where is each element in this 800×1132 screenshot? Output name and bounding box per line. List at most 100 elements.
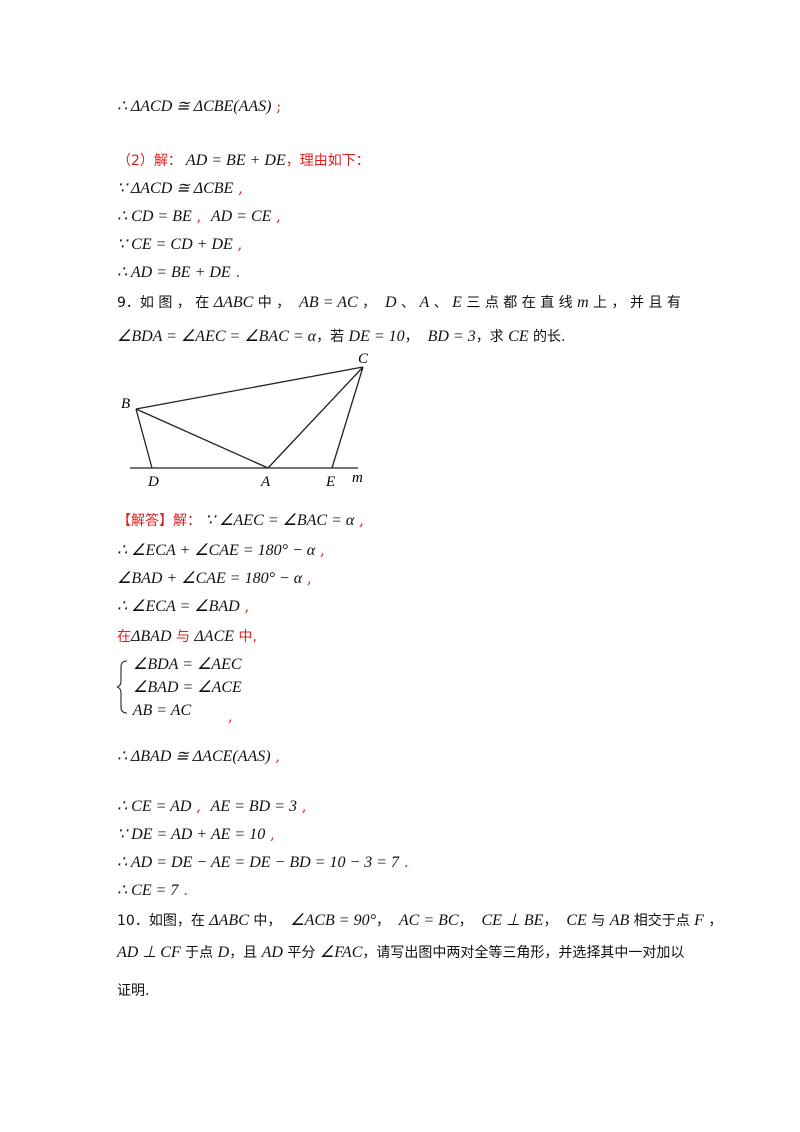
text-segment: ,: [191, 797, 211, 815]
text-line: （2）解： AD = BE + DE，理由如下：: [117, 150, 370, 171]
text-segment: 10．如图，在: [117, 913, 210, 929]
text-segment: ∠BDA = ∠AEC: [125, 656, 242, 673]
text-segment: 、: [396, 295, 420, 311]
text-segment: ∴ ∠ECA + ∠CAE = 180° − α: [117, 542, 316, 559]
text-segment: AB = AC: [299, 294, 358, 311]
text-segment: ，: [458, 913, 482, 929]
text-segment: ,: [271, 207, 281, 225]
label-c: C: [358, 351, 369, 367]
text-segment: 上 ， 并 且 有: [588, 295, 681, 311]
text-segment: ∵ ΔACD ≅ ΔCBE: [117, 180, 234, 197]
text-line: 9．如 图 ， 在 ΔABC 中 ， AB = AC ， D 、 A 、 E 三…: [117, 292, 681, 313]
text-segment: AB: [609, 912, 630, 929]
label-e: E: [325, 474, 335, 490]
text-segment: E: [452, 294, 462, 311]
text-segment: 与: [171, 629, 195, 645]
text-line: 【解答】解： ∵ ∠AEC = ∠BAC = α ,: [117, 510, 364, 531]
label-m: m: [352, 470, 363, 486]
text-line: ,: [228, 706, 233, 726]
text-line: ∵ DE = AD + AE = 10 ,: [117, 824, 275, 845]
text-segment: ∵ CE = CD + DE: [117, 236, 233, 253]
text-line: ∴ AD = BE + DE .: [117, 262, 240, 283]
text-segment: 于点: [180, 945, 218, 961]
text-segment: AB = AC: [125, 702, 192, 719]
text-line: ∴ CD = BE , AD = CE ,: [117, 206, 281, 227]
label-b: B: [121, 396, 130, 412]
text-segment: 9．如 图 ， 在: [117, 295, 214, 311]
text-segment: m: [577, 294, 589, 311]
text-segment: ΔABC: [209, 912, 249, 929]
text-line: ∵ CE = CD + DE ,: [117, 234, 242, 255]
text-segment: D: [385, 294, 397, 311]
text-segment: ΔACE: [194, 628, 235, 645]
text-segment: ;: [271, 97, 282, 115]
text-segment: ∵ DE = AD + AE = 10: [117, 826, 266, 843]
text-segment: F: [694, 912, 704, 929]
text-segment: AD = BE + DE: [181, 152, 286, 169]
text-line: ∠BAD = ∠ACE: [125, 677, 242, 698]
text-segment: D: [217, 944, 230, 961]
text-segment: ∴ AD = DE − AE = DE − BD = 10 − 3 = 7: [117, 854, 400, 871]
text-segment: ,: [354, 511, 364, 529]
text-segment: ，: [357, 295, 385, 311]
text-segment: 与: [586, 913, 610, 929]
text-segment: BD = 3: [427, 328, 476, 345]
text-segment: 中 ，: [253, 295, 300, 311]
text-line: 证明.: [117, 980, 149, 1001]
text-segment: ∠ACB = 90°: [290, 912, 376, 929]
text-segment: ∵ ∠AEC = ∠BAC = α: [201, 512, 355, 529]
text-segment: ，理由如下：: [285, 153, 370, 169]
segment-bc: [135, 366, 364, 410]
text-segment: （2）解：: [117, 153, 182, 169]
text-segment: CE: [508, 328, 529, 345]
segment-ba: [135, 408, 269, 469]
text-segment: 中，: [248, 913, 291, 929]
text-segment: ,: [265, 825, 275, 843]
text-segment: .: [399, 853, 409, 871]
text-segment: 相交于点: [629, 913, 695, 929]
text-segment: ∠BAD = ∠ACE: [125, 679, 242, 696]
text-segment: AC = BC: [398, 912, 459, 929]
text-segment: 平分: [282, 945, 320, 961]
text-segment: AD = CE: [210, 208, 272, 225]
text-segment: 【解答】解：: [117, 513, 201, 529]
text-line: ∴ ∠ECA = ∠BAD ,: [117, 596, 249, 617]
text-segment: ,: [315, 541, 325, 559]
segment-bd: [135, 408, 153, 469]
text-segment: ,: [232, 235, 243, 253]
text-line: 10．如图，在 ΔABC 中， ∠ACB = 90°， AC = BC， CE …: [117, 910, 722, 931]
label-a: A: [260, 474, 271, 490]
text-segment: 在: [117, 629, 131, 645]
text-segment: ∴ AD = BE + DE: [117, 264, 231, 281]
text-line: AB = AC: [125, 700, 192, 721]
text-segment: ∠FAC: [319, 944, 363, 961]
segment-ca: [267, 366, 364, 469]
text-segment: ，: [376, 913, 399, 929]
text-segment: ∴ ΔBAD ≅ ΔACE(AAS): [117, 748, 271, 765]
text-line: ∴ ΔACD ≅ ΔCBE(AAS) ;: [117, 96, 281, 117]
text-segment: 三 点 都 在 直 线: [461, 295, 578, 311]
text-segment: AD: [261, 944, 283, 961]
text-segment: A: [419, 294, 430, 311]
text-segment: 的长.: [528, 329, 566, 345]
text-segment: ，若: [316, 329, 349, 345]
text-segment: .: [178, 881, 188, 899]
text-line: ∴ ∠ECA + ∠CAE = 180° − α ,: [117, 540, 325, 561]
text-segment: CE ⊥ BE: [481, 912, 544, 929]
text-segment: ∴ CD = BE: [117, 208, 192, 225]
text-segment: CE: [566, 912, 587, 929]
text-segment: ∠BAD + ∠CAE = 180° − α: [117, 570, 303, 587]
text-segment: ,: [233, 179, 243, 197]
text-segment: ,: [239, 597, 250, 615]
text-segment: ，: [543, 913, 567, 929]
text-line: ∠BDA = ∠AEC = ∠BAC = α，若 DE = 10， BD = 3…: [117, 326, 566, 347]
text-segment: ,: [302, 569, 312, 587]
text-segment: ∴ CE = 7: [117, 882, 179, 899]
text-segment: ∴ ∠ECA = ∠BAD: [117, 598, 240, 615]
text-segment: 中,: [234, 629, 257, 645]
text-segment: ,: [297, 797, 307, 815]
text-segment: ，: [404, 329, 428, 345]
text-segment: ，请写出图中两对全等三角形，并选择其中一对加以: [362, 945, 685, 961]
text-line: ∠BAD + ∠CAE = 180° − α ,: [117, 568, 312, 589]
text-segment: ,: [191, 207, 211, 225]
